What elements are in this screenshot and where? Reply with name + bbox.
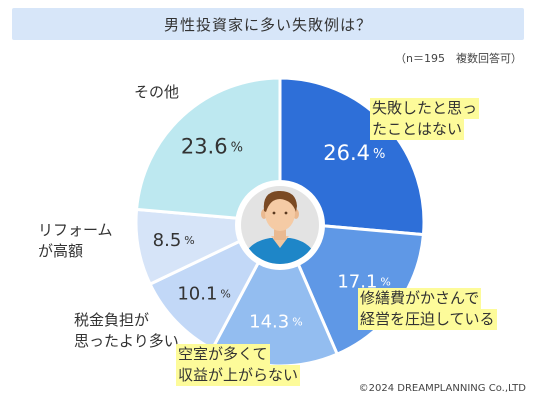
category-label: 失敗したと思っ たことはない <box>370 98 480 140</box>
copyright: ©2024 DREAMPLANNING Co.,LTD <box>358 383 526 394</box>
slice-value-label: 23.6% <box>181 135 243 159</box>
slice-value-label: 10.1% <box>177 284 231 305</box>
chart-title: 男性投資家に多い失敗例は？ <box>12 8 524 40</box>
person-avatar-icon <box>235 180 325 270</box>
category-label: 税金負担が 思ったより多い <box>74 311 179 350</box>
slice-value-label: 17.1% <box>337 272 391 293</box>
category-label: 空室が多くて 収益が上がらない <box>176 344 301 386</box>
pie-slice-6 <box>134 76 282 224</box>
category-label: その他 <box>134 83 180 101</box>
category-label: リフォーム が高額 <box>38 221 113 260</box>
category-label: 修繕費がかさんで 経営を圧迫している <box>358 288 497 330</box>
slice-value-label: 14.3% <box>249 312 303 333</box>
chart-title-text: 男性投資家に多い失敗例は？ <box>163 15 372 34</box>
slice-value-label: 26.4% <box>323 141 385 165</box>
sample-note: （n＝195 複数回答可） <box>395 52 522 65</box>
slice-value-label: 8.5% <box>153 230 195 251</box>
